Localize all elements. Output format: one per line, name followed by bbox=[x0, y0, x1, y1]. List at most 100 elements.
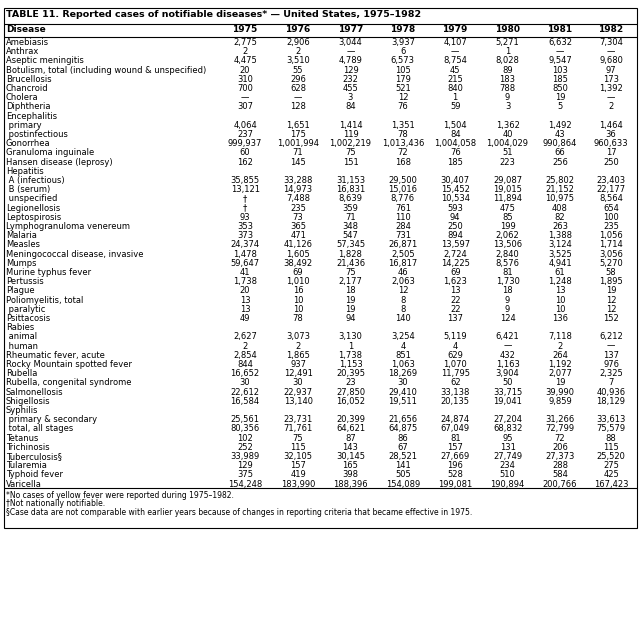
Text: postinfectious: postinfectious bbox=[6, 130, 68, 139]
Text: 348: 348 bbox=[342, 222, 358, 231]
Text: 16,652: 16,652 bbox=[231, 369, 260, 378]
Text: 1,605: 1,605 bbox=[287, 250, 310, 259]
Text: 94: 94 bbox=[450, 213, 460, 222]
Text: 3,044: 3,044 bbox=[338, 38, 362, 47]
Text: 1,070: 1,070 bbox=[444, 360, 467, 369]
Text: 85: 85 bbox=[503, 213, 513, 222]
Text: 7: 7 bbox=[608, 379, 614, 388]
Text: 102: 102 bbox=[237, 433, 253, 442]
Text: 3,904: 3,904 bbox=[495, 369, 519, 378]
Text: 30: 30 bbox=[293, 379, 303, 388]
Text: 1,828: 1,828 bbox=[338, 250, 362, 259]
Text: Encephalitis: Encephalitis bbox=[6, 111, 57, 120]
Text: 154,089: 154,089 bbox=[386, 480, 420, 489]
Text: 629: 629 bbox=[447, 351, 463, 360]
Text: 654: 654 bbox=[603, 204, 619, 213]
Text: 11,795: 11,795 bbox=[441, 369, 470, 378]
Text: 851: 851 bbox=[395, 351, 411, 360]
Text: 2,177: 2,177 bbox=[338, 277, 362, 286]
Text: 26,871: 26,871 bbox=[388, 240, 417, 249]
Text: 23,403: 23,403 bbox=[597, 176, 626, 185]
Text: 66: 66 bbox=[554, 148, 565, 157]
Text: 162: 162 bbox=[237, 158, 253, 167]
Text: 19,511: 19,511 bbox=[388, 397, 417, 406]
Text: —: — bbox=[503, 341, 512, 350]
Text: 1,865: 1,865 bbox=[286, 351, 310, 360]
Text: 1,738: 1,738 bbox=[338, 351, 362, 360]
Text: 41: 41 bbox=[240, 268, 251, 277]
Text: 71: 71 bbox=[345, 213, 356, 222]
Text: 264: 264 bbox=[552, 351, 568, 360]
Text: 75: 75 bbox=[345, 148, 356, 157]
Text: 5,119: 5,119 bbox=[444, 332, 467, 341]
Text: 235: 235 bbox=[603, 222, 619, 231]
Text: 4: 4 bbox=[400, 341, 406, 350]
Text: 76: 76 bbox=[397, 102, 408, 111]
Text: 547: 547 bbox=[342, 231, 358, 240]
Text: 43: 43 bbox=[554, 130, 565, 139]
Text: 128: 128 bbox=[290, 102, 306, 111]
Text: 3,254: 3,254 bbox=[391, 332, 415, 341]
Text: 275: 275 bbox=[603, 461, 619, 470]
Text: 13,597: 13,597 bbox=[440, 240, 470, 249]
Text: 16,052: 16,052 bbox=[336, 397, 365, 406]
Text: 105: 105 bbox=[395, 66, 411, 75]
Text: 31,153: 31,153 bbox=[336, 176, 365, 185]
Text: 16,831: 16,831 bbox=[336, 185, 365, 194]
Text: 2,627: 2,627 bbox=[233, 332, 257, 341]
Text: 1,478: 1,478 bbox=[233, 250, 257, 259]
Text: 33,288: 33,288 bbox=[283, 176, 313, 185]
Text: 115: 115 bbox=[290, 443, 306, 452]
Text: 50: 50 bbox=[503, 379, 513, 388]
Text: 13: 13 bbox=[240, 296, 251, 305]
Text: 432: 432 bbox=[499, 351, 515, 360]
Text: 81: 81 bbox=[503, 268, 513, 277]
Text: 167,423: 167,423 bbox=[594, 480, 628, 489]
Text: —: — bbox=[346, 47, 354, 56]
Text: 5,270: 5,270 bbox=[599, 259, 623, 268]
Text: 21,152: 21,152 bbox=[545, 185, 574, 194]
Text: 137: 137 bbox=[447, 314, 463, 323]
Text: 2,840: 2,840 bbox=[495, 250, 519, 259]
Text: 71,761: 71,761 bbox=[283, 424, 313, 433]
Text: 110: 110 bbox=[395, 213, 411, 222]
Text: 237: 237 bbox=[237, 130, 253, 139]
Text: 20,135: 20,135 bbox=[441, 397, 470, 406]
Text: 82: 82 bbox=[554, 213, 565, 222]
Text: Leptospirosis: Leptospirosis bbox=[6, 213, 62, 222]
Text: 190,894: 190,894 bbox=[490, 480, 525, 489]
Text: 256: 256 bbox=[552, 158, 568, 167]
Text: 32,105: 32,105 bbox=[283, 452, 313, 461]
Text: 22: 22 bbox=[450, 296, 460, 305]
Text: 81: 81 bbox=[450, 433, 460, 442]
Text: 475: 475 bbox=[499, 204, 515, 213]
Text: 20,399: 20,399 bbox=[336, 415, 365, 424]
Text: 13,506: 13,506 bbox=[493, 240, 522, 249]
Text: 27,749: 27,749 bbox=[493, 452, 522, 461]
Text: 3,124: 3,124 bbox=[548, 240, 572, 249]
Text: Aseptic meningitis: Aseptic meningitis bbox=[6, 57, 84, 66]
Text: 18: 18 bbox=[503, 287, 513, 296]
Text: Salmonellosis: Salmonellosis bbox=[6, 388, 63, 397]
Text: 75,579: 75,579 bbox=[597, 424, 626, 433]
Text: 73: 73 bbox=[293, 213, 303, 222]
Text: 154,248: 154,248 bbox=[228, 480, 262, 489]
Text: 250: 250 bbox=[447, 222, 463, 231]
Text: 12,491: 12,491 bbox=[284, 369, 313, 378]
Text: 200,766: 200,766 bbox=[543, 480, 577, 489]
Text: 15,016: 15,016 bbox=[388, 185, 417, 194]
Text: Diphtheria: Diphtheria bbox=[6, 102, 51, 111]
Text: 3,525: 3,525 bbox=[548, 250, 572, 259]
Text: 23,731: 23,731 bbox=[283, 415, 313, 424]
Text: 4,941: 4,941 bbox=[548, 259, 572, 268]
Text: 1980: 1980 bbox=[495, 25, 520, 34]
Text: Hepatitis: Hepatitis bbox=[6, 167, 44, 176]
Text: 30,407: 30,407 bbox=[440, 176, 470, 185]
Text: 97: 97 bbox=[606, 66, 617, 75]
Text: 157: 157 bbox=[290, 461, 306, 470]
Text: 69: 69 bbox=[450, 268, 460, 277]
Text: 18,269: 18,269 bbox=[388, 369, 417, 378]
Text: 14,225: 14,225 bbox=[441, 259, 470, 268]
Text: 16: 16 bbox=[293, 287, 303, 296]
Text: 152: 152 bbox=[603, 314, 619, 323]
